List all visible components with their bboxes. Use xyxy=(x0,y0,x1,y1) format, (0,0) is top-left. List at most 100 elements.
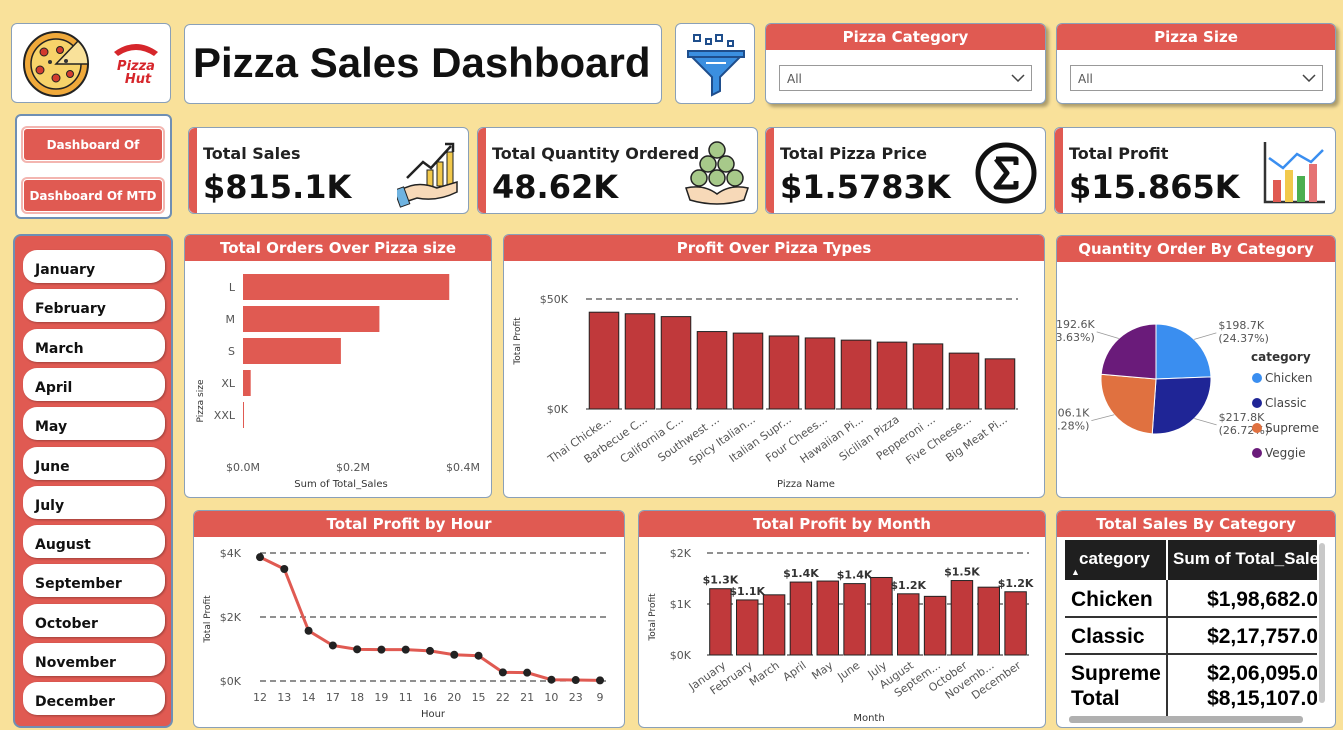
month-june[interactable]: June xyxy=(23,446,165,480)
bar xyxy=(243,338,341,364)
bar xyxy=(923,595,947,656)
table-cell: Total xyxy=(1071,687,1120,710)
slicer-header: Pizza Size xyxy=(1057,24,1335,50)
bar xyxy=(843,583,866,656)
column-header-sum[interactable]: Sum of Total_Sale xyxy=(1173,549,1317,568)
data-point xyxy=(450,650,459,659)
kpi-label: Total Quantity Ordered xyxy=(492,144,700,163)
bar xyxy=(912,343,944,410)
data-label: $192.6K xyxy=(1057,318,1096,331)
tick-label: S xyxy=(228,345,235,358)
filter-icon-card[interactable] xyxy=(675,23,755,104)
data-point xyxy=(377,645,386,654)
bar xyxy=(840,339,872,410)
orders-by-size-chart: Total Orders Over Pizza size Pizza size … xyxy=(184,234,492,498)
tick-label: May xyxy=(809,659,835,683)
bar xyxy=(950,580,974,656)
logo-card: Pizza Hut xyxy=(11,23,171,103)
tick-label: 17 xyxy=(326,691,340,704)
chart-title: Total Sales By Category xyxy=(1057,511,1335,537)
tick-label: 18 xyxy=(350,691,364,704)
vertical-scrollbar[interactable] xyxy=(1319,543,1325,703)
chart-title: Quantity Order By Category xyxy=(1057,236,1335,262)
tick-label: 22 xyxy=(496,691,510,704)
data-point xyxy=(426,646,434,655)
pizza-icon xyxy=(23,31,89,97)
category-dropdown[interactable]: All xyxy=(779,65,1032,91)
tick-label: $0K xyxy=(547,403,569,416)
tick-label: L xyxy=(229,281,236,294)
quantity-by-category-chart: Quantity Order By Category category $198… xyxy=(1056,235,1336,498)
kpi-value: 48.62K xyxy=(492,168,619,206)
month-february[interactable]: February xyxy=(23,289,165,323)
kpi-accent xyxy=(478,128,486,213)
bar xyxy=(624,313,656,410)
legend-swatch xyxy=(1252,448,1262,458)
data-label: $217.8K xyxy=(1219,411,1265,424)
data-point xyxy=(256,553,264,562)
legend-swatch xyxy=(1252,373,1262,383)
tick-label: Big Meat Pi... xyxy=(943,413,1009,465)
pie-slice xyxy=(1100,323,1157,380)
data-point xyxy=(474,651,483,660)
series-line xyxy=(259,555,601,682)
month-september[interactable]: September xyxy=(23,564,165,598)
month-august[interactable]: August xyxy=(23,525,165,559)
month-may[interactable]: May xyxy=(23,407,165,441)
legend-item: Supreme xyxy=(1265,421,1319,435)
tick-label: 16 xyxy=(423,691,437,704)
data-point xyxy=(596,676,604,685)
tick-label: 23 xyxy=(569,691,583,704)
page-title: Pizza Sales Dashboard xyxy=(193,39,651,86)
size-dropdown[interactable]: All xyxy=(1070,65,1323,91)
dashboard-mtd-button[interactable]: Dashboard Of MTD xyxy=(23,179,163,212)
bar xyxy=(736,599,759,656)
month-march[interactable]: March xyxy=(23,328,165,362)
bar xyxy=(732,332,764,410)
month-april[interactable]: April xyxy=(23,367,165,401)
tick-label: 10 xyxy=(544,691,558,704)
dashboard-orders-button[interactable]: Dashboard Of Orders xyxy=(23,128,163,185)
bar xyxy=(762,594,786,656)
data-label: $1.4K xyxy=(837,569,873,582)
data-point xyxy=(547,675,556,684)
month-january[interactable]: January xyxy=(23,250,165,283)
horizontal-scrollbar[interactable] xyxy=(1069,716,1303,723)
tick-label: XL xyxy=(221,377,236,390)
legend-swatch xyxy=(1252,398,1262,408)
column-divider xyxy=(1166,580,1168,716)
kpi-accent xyxy=(766,128,774,213)
profit-by-hour-chart: Total Profit by Hour Total Profit Hour $… xyxy=(193,510,625,728)
month-december[interactable]: December xyxy=(23,682,165,716)
bar xyxy=(588,311,620,410)
chevron-down-icon xyxy=(1011,74,1025,82)
data-label: $1.4K xyxy=(783,567,819,580)
tick-label: 13 xyxy=(277,691,291,704)
month-october[interactable]: October xyxy=(23,603,165,637)
month-november[interactable]: November xyxy=(23,643,165,676)
growth-chart-icon xyxy=(397,142,458,208)
month-july[interactable]: July xyxy=(23,485,165,519)
bar xyxy=(709,588,732,656)
pizza-hut-logo: Pizza Hut xyxy=(114,44,158,87)
kpi-total-profit: Total Profit $15.865K xyxy=(1054,127,1336,214)
column-header-category[interactable]: category xyxy=(1079,549,1150,568)
table-cell: $2,17,757.0 xyxy=(1207,625,1317,648)
data-point xyxy=(401,645,410,654)
tick-label: $1K xyxy=(670,598,692,611)
tick-label: $50K xyxy=(540,293,569,306)
sort-arrow-icon: ▲ xyxy=(1071,567,1080,577)
y-axis-label: Total Profit xyxy=(513,317,523,366)
tick-label: April xyxy=(781,659,809,684)
bar xyxy=(696,331,728,410)
kpi-accent xyxy=(1055,128,1063,213)
coins-pile-icon xyxy=(685,141,749,205)
tick-label: $0.0M xyxy=(226,461,260,474)
bar xyxy=(789,581,813,656)
tick-label: 12 xyxy=(253,691,267,704)
nav-card: Dashboard Of Orders Dashboard Of MTD xyxy=(15,114,172,219)
kpi-label: Total Pizza Price xyxy=(780,144,927,163)
size-dropdown-value: All xyxy=(1078,72,1093,86)
pie-slice xyxy=(1155,323,1212,380)
tick-label: 15 xyxy=(472,691,486,704)
